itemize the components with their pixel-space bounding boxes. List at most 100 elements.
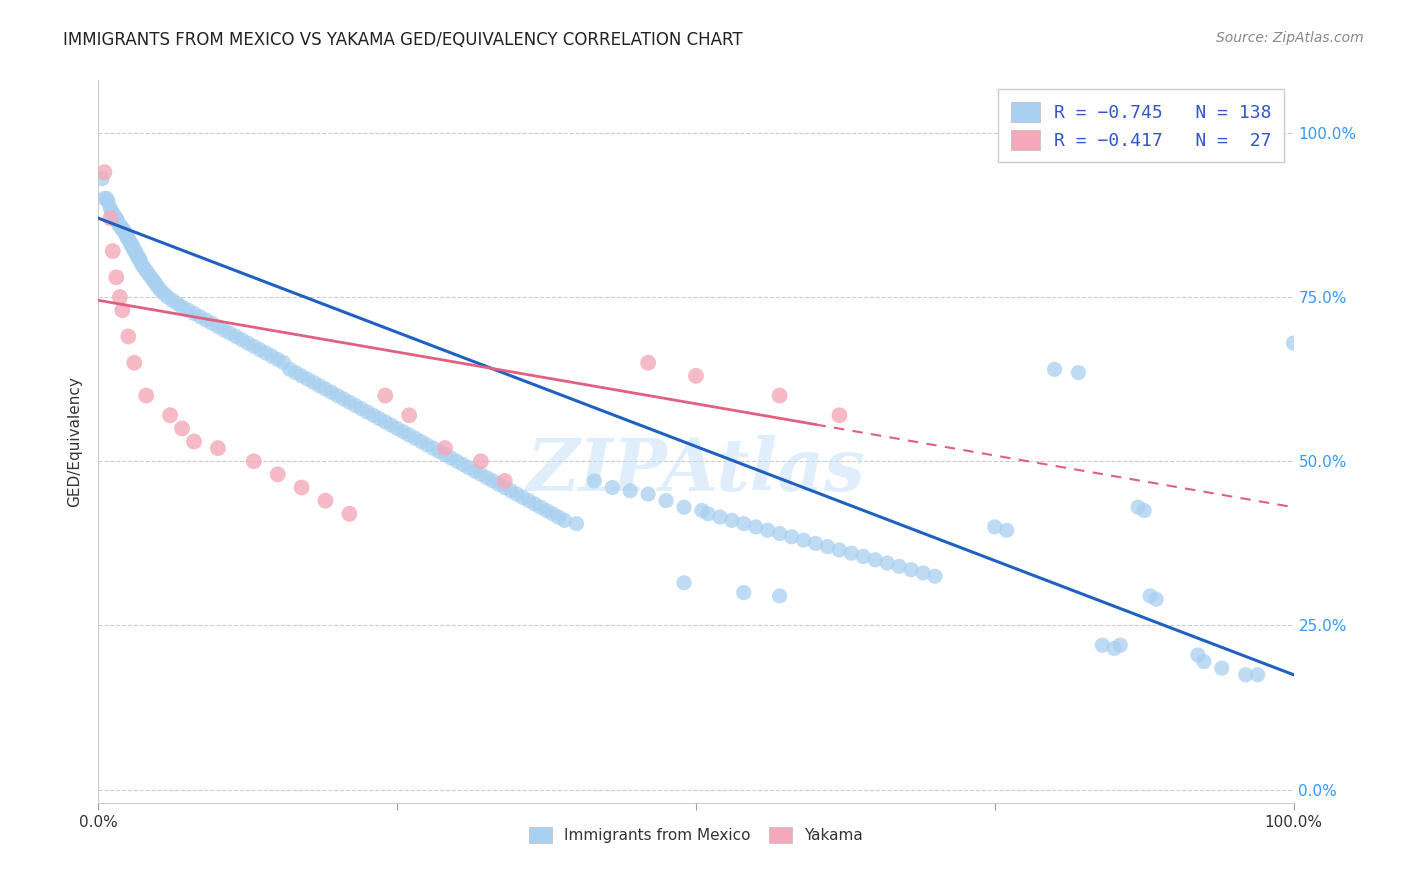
Point [212,323,235,337]
Point [434,448,457,462]
Point [398,428,420,442]
Point [768,589,790,603]
Point [159,409,181,423]
Point [267,467,290,482]
Point [828,542,851,557]
Point [231,333,253,347]
Point [637,487,659,501]
Point [145,277,167,291]
Point [865,553,887,567]
Point [793,533,815,547]
Point [315,493,337,508]
Point [392,425,415,439]
Point [380,418,402,433]
Point [768,388,790,402]
Point [125,247,148,261]
Point [98,211,122,226]
Point [121,237,143,252]
Point [446,454,468,468]
Point [756,523,779,537]
Point [697,507,720,521]
Point [105,270,128,285]
Point [1247,667,1270,681]
Point [207,319,229,334]
Point [530,500,553,515]
Point [451,458,474,472]
Point [156,290,179,304]
Point [101,244,124,258]
Point [911,566,934,580]
Point [804,536,827,550]
Point [104,211,127,226]
Point [124,244,146,258]
Point [475,471,498,485]
Point [142,274,165,288]
Point [517,493,540,508]
Point [128,251,150,265]
Point [172,421,194,435]
Point [852,549,875,564]
Point [470,467,492,482]
Point [149,284,172,298]
Point [135,264,157,278]
Point [481,474,505,488]
Point [302,376,325,390]
Point [183,434,205,449]
Point [583,474,606,488]
Point [1144,592,1167,607]
Point [254,346,277,360]
Point [120,237,142,252]
Point [110,221,132,235]
Point [541,507,564,521]
Point [440,450,463,465]
Point [494,474,516,488]
Point [363,409,385,423]
Point [506,487,529,501]
Point [291,368,314,383]
Point [404,431,426,445]
Point [685,368,707,383]
Point [139,270,162,285]
Legend: Immigrants from Mexico, Yakama: Immigrants from Mexico, Yakama [523,822,869,849]
Point [93,192,115,206]
Point [1192,655,1215,669]
Point [326,388,349,402]
Point [188,310,211,324]
Point [1104,641,1126,656]
Point [637,356,659,370]
Point [900,563,922,577]
Point [995,523,1018,537]
Point [619,483,641,498]
Point [458,460,481,475]
Point [339,507,361,521]
Point [398,409,420,423]
Point [267,352,290,367]
Point [690,503,713,517]
Point [733,516,755,531]
Point [1091,638,1114,652]
Point [98,202,122,216]
Point [236,336,259,351]
Y-axis label: GED/Equivalency: GED/Equivalency [67,376,83,507]
Point [554,513,576,527]
Point [115,231,138,245]
Point [308,378,330,392]
Point [219,326,242,341]
Point [118,234,141,248]
Point [374,388,396,402]
Point [464,464,486,478]
Point [124,244,146,258]
Point [356,405,378,419]
Point [115,227,138,242]
Text: Source: ZipAtlas.com: Source: ZipAtlas.com [1216,31,1364,45]
Point [828,409,851,423]
Point [114,224,136,238]
Point [374,415,396,429]
Point [138,267,160,281]
Point [523,497,546,511]
Point [243,454,266,468]
Point [166,296,188,310]
Point [733,585,755,599]
Point [411,434,433,449]
Point [1043,362,1066,376]
